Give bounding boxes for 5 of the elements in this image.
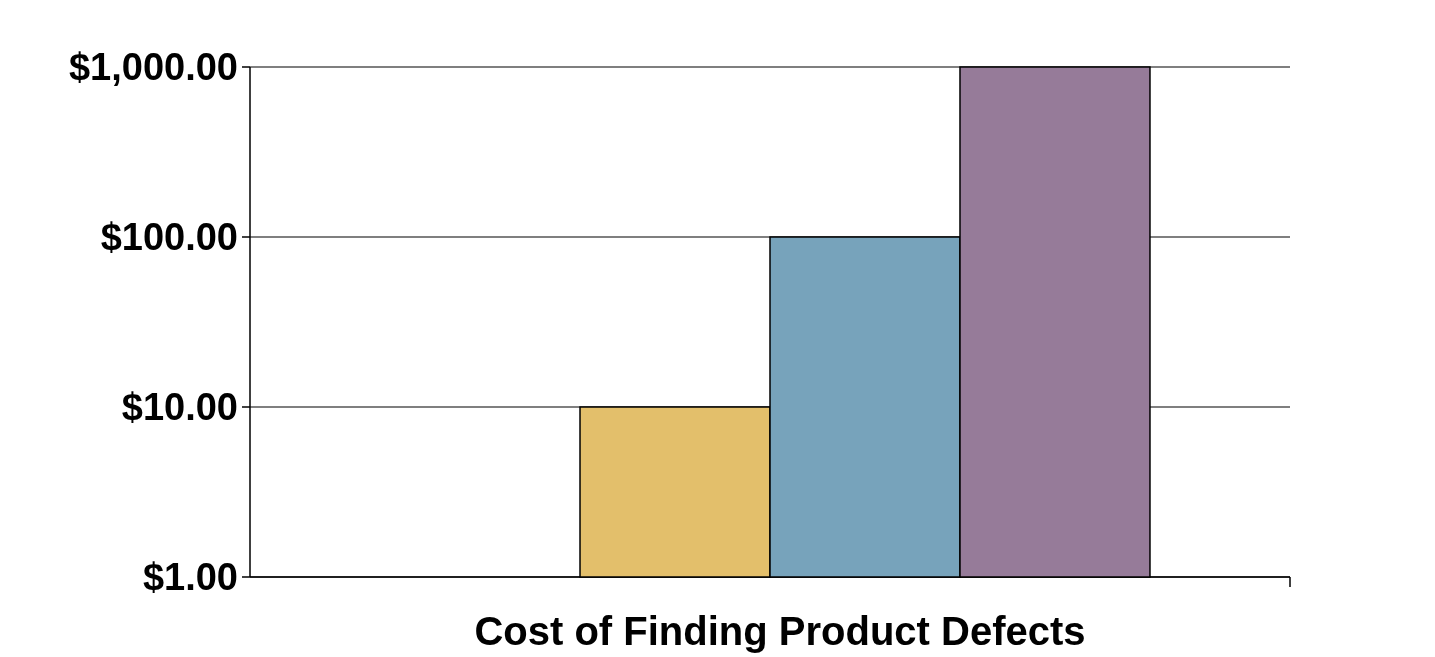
y-tick-label: $10.00 (121, 386, 238, 429)
y-tick-label: $100.00 (100, 216, 238, 259)
y-tick-label: $1.00 (142, 556, 238, 599)
x-axis-title: Cost of Finding Product Defects (474, 609, 1086, 653)
y-tick-label: $1,000.00 (68, 46, 238, 89)
